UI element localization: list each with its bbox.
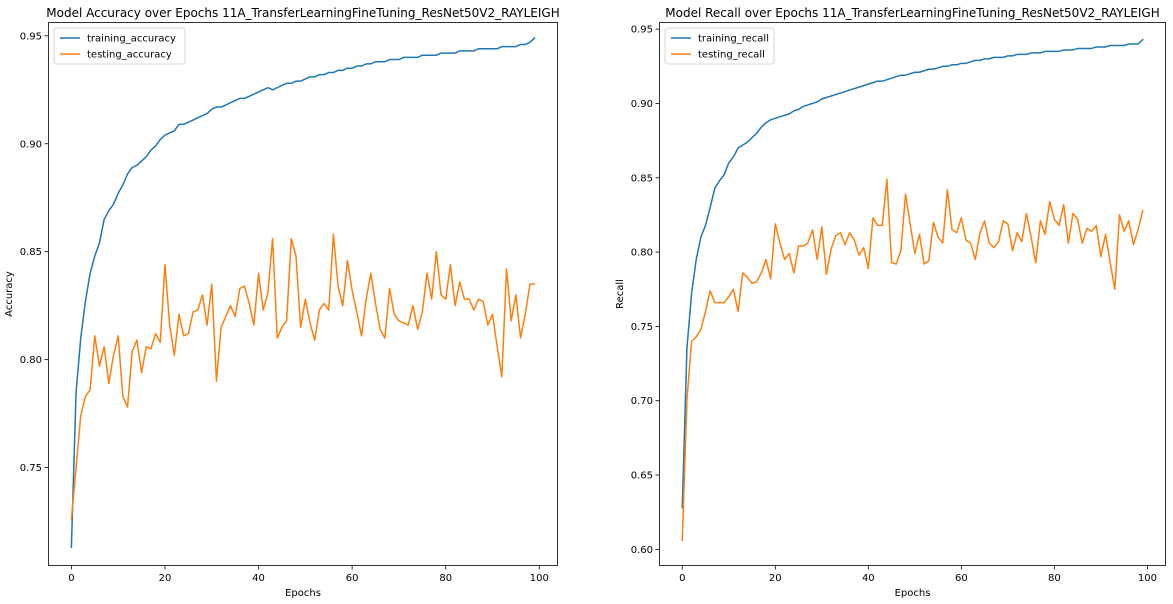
legend: training_recall testing_recall [664, 27, 775, 65]
y-tick-label: 0.90 [631, 99, 653, 110]
series-line-training-accuracy [70, 37, 536, 549]
y-axis-label: Accuracy [4, 271, 15, 317]
x-tick-label: 60 [955, 573, 968, 584]
axes-frame [48, 22, 558, 566]
legend-box [53, 27, 186, 65]
y-tick-label: 0.60 [631, 545, 653, 556]
series-line-testing-recall [681, 178, 1144, 542]
series-line-testing-accuracy [70, 233, 536, 521]
y-tick-label: 0.95 [631, 25, 653, 36]
x-tick-label: 0 [679, 573, 685, 584]
y-tick-label: 0.75 [631, 322, 653, 333]
x-tick-label: 80 [1048, 573, 1061, 584]
plot-area [48, 22, 558, 566]
y-tick-label: 0.70 [631, 396, 653, 407]
y-tick-label: 0.95 [20, 31, 42, 42]
axes-frame [659, 22, 1166, 566]
x-tick-label: 0 [68, 573, 74, 584]
legend-label-training-accuracy: training_accuracy [87, 34, 176, 45]
x-axis-label: Epochs [895, 588, 931, 599]
y-tick-label: 0.80 [631, 248, 653, 259]
chart-title: Model Accuracy over Epochs 11A_TransferL… [46, 6, 559, 20]
x-tick-label: 40 [252, 573, 265, 584]
x-tick-label: 100 [530, 573, 549, 584]
chart-title: Model Recall over Epochs 11A_TransferLea… [665, 6, 1160, 20]
x-tick-label: 20 [769, 573, 782, 584]
legend-label-testing-accuracy: testing_accuracy [87, 50, 172, 61]
y-tick-label: 0.65 [631, 471, 653, 482]
y-tick-label: 0.85 [20, 247, 42, 258]
y-tick-label: 0.90 [20, 139, 42, 150]
accuracy-chart: 0 20 40 60 80 100 0.75 0.80 0.85 0.90 0.95 Epochs Ac… [4, 6, 560, 599]
legend: training_accuracy testing_accuracy [53, 27, 186, 65]
plot-area [659, 22, 1166, 566]
recall-chart: 0 20 40 60 80 100 0.60 0.65 0.70 0.75 0.80 0.85 0.90… [615, 6, 1166, 599]
y-tick-label: 0.75 [20, 463, 42, 474]
x-tick-label: 60 [346, 573, 359, 584]
series-line-training-recall [681, 38, 1144, 509]
y-tick-label: 0.80 [20, 355, 42, 366]
x-tick-label: 20 [159, 573, 172, 584]
x-tick-label: 40 [862, 573, 875, 584]
legend-label-testing-recall: testing_recall [698, 50, 765, 61]
y-tick-label: 0.85 [631, 173, 653, 184]
legend-label-training-recall: training_recall [698, 34, 769, 45]
x-axis-label: Epochs [285, 588, 321, 599]
x-tick-label: 100 [1138, 573, 1157, 584]
y-axis-label: Recall [615, 279, 626, 309]
x-tick-label: 80 [439, 573, 452, 584]
legend-box [664, 27, 775, 65]
